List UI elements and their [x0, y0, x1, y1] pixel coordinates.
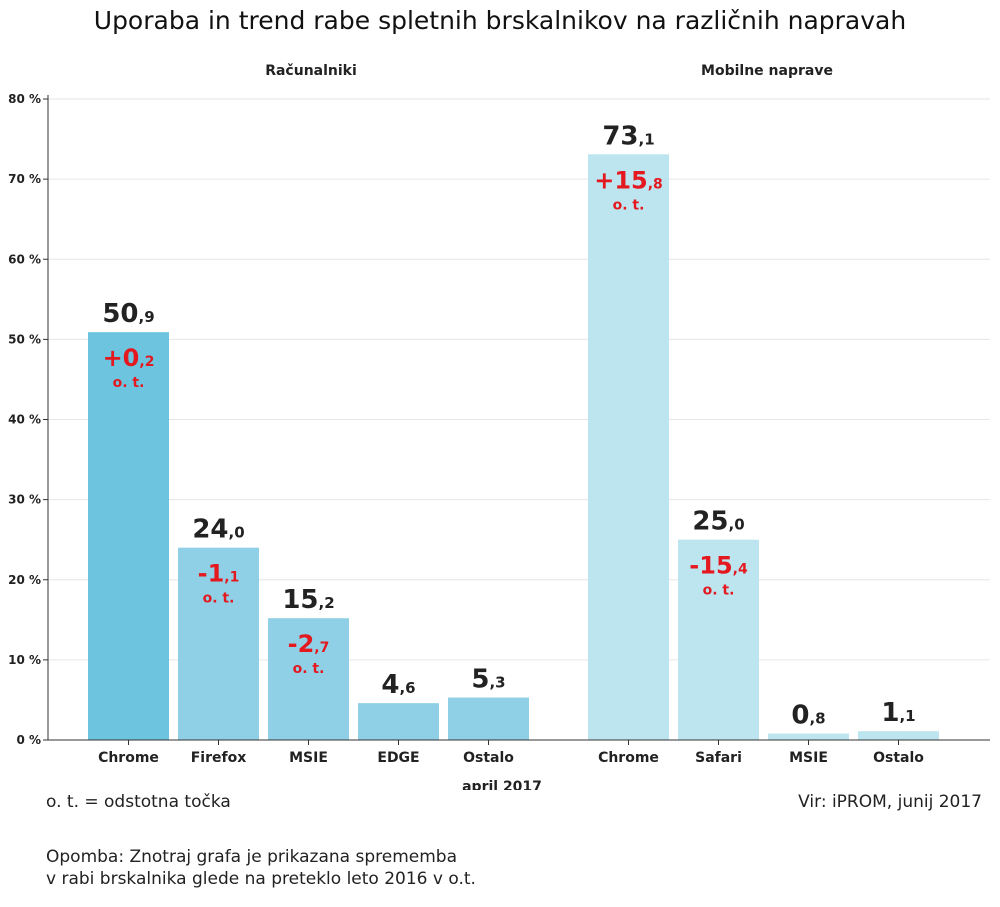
bar-edge — [358, 703, 439, 740]
group-title: Mobilne naprave — [701, 63, 833, 79]
value-label: 1,1 — [881, 698, 915, 728]
y-tick-label: 40 % — [8, 413, 41, 427]
change-unit: o. t. — [203, 591, 235, 607]
value-label: 73,1 — [602, 121, 654, 151]
y-tick-label: 0 % — [16, 733, 41, 747]
bar-ostalo — [448, 697, 529, 740]
x-tick-label: MSIE — [289, 750, 328, 766]
chart: Uporaba in trend rabe spletnih brskalnik… — [8, 6, 990, 790]
y-tick-label: 20 % — [8, 573, 41, 587]
x-axis: Računalniki Chrome Firefox MSIE EDGE Ostalo Mo… — [48, 63, 990, 766]
data-labels: 50,9 +0,2 o. t. 24,0 -1,1 o. t. 15,2 -2,7 o. t. 4… — [102, 121, 915, 730]
x-axis-label: april 2017 — [462, 779, 542, 790]
bar-chrome — [88, 332, 169, 740]
bar-msie — [768, 733, 849, 740]
y-axis: 0 % 10 % 20 % 30 % 40 % 50 % 60 % 70 % 80 % — [8, 92, 49, 747]
x-tick-label: Chrome — [98, 750, 159, 766]
change-unit: o. t. — [293, 661, 325, 677]
change-unit: o. t. — [113, 375, 145, 391]
y-tick-label: 10 % — [8, 653, 41, 667]
value-label: 5,3 — [471, 665, 505, 695]
bar-firefox — [178, 547, 259, 740]
y-tick-label: 60 % — [8, 252, 41, 266]
x-tick-label: Firefox — [191, 750, 247, 766]
bar-msie — [268, 618, 349, 740]
change-label: +0,2 — [103, 344, 155, 372]
y-tick-label: 80 % — [8, 92, 41, 106]
value-label: 50,9 — [102, 299, 154, 329]
change-label: -15,4 — [689, 552, 748, 580]
remark-note: Opomba: Znotraj grafa je prikazana sprem… — [46, 847, 476, 889]
value-label: 4,6 — [381, 670, 415, 700]
x-tick-label: Ostalo — [463, 750, 514, 766]
value-label: 0,8 — [791, 701, 825, 731]
change-label: -1,1 — [198, 560, 240, 588]
change-unit: o. t. — [703, 583, 735, 599]
x-tick-label: Ostalo — [873, 750, 924, 766]
x-tick-label: MSIE — [789, 750, 828, 766]
x-tick-label: Chrome — [598, 750, 659, 766]
x-tick-label: EDGE — [377, 750, 419, 766]
x-tick-label: Safari — [695, 750, 742, 766]
y-tick-label: 70 % — [8, 172, 41, 186]
change-label: +15,8 — [594, 166, 663, 194]
value-label: 25,0 — [692, 507, 744, 537]
legend-note: o. t. = odstotna točka — [46, 792, 231, 812]
source-note: Vir: iPROM, junij 2017 — [798, 792, 982, 812]
y-tick-label: 50 % — [8, 332, 41, 346]
bar-chrome — [588, 154, 669, 740]
bars — [88, 154, 939, 740]
change-label: -2,7 — [288, 630, 330, 658]
chart-title: Uporaba in trend rabe spletnih brskalnik… — [94, 6, 906, 35]
value-label: 15,2 — [282, 585, 334, 615]
group-title: Računalniki — [265, 63, 357, 79]
change-unit: o. t. — [613, 197, 645, 213]
y-tick-label: 30 % — [8, 493, 41, 507]
bar-safari — [678, 539, 759, 740]
value-label: 24,0 — [192, 515, 244, 545]
bar-ostalo — [858, 731, 939, 740]
